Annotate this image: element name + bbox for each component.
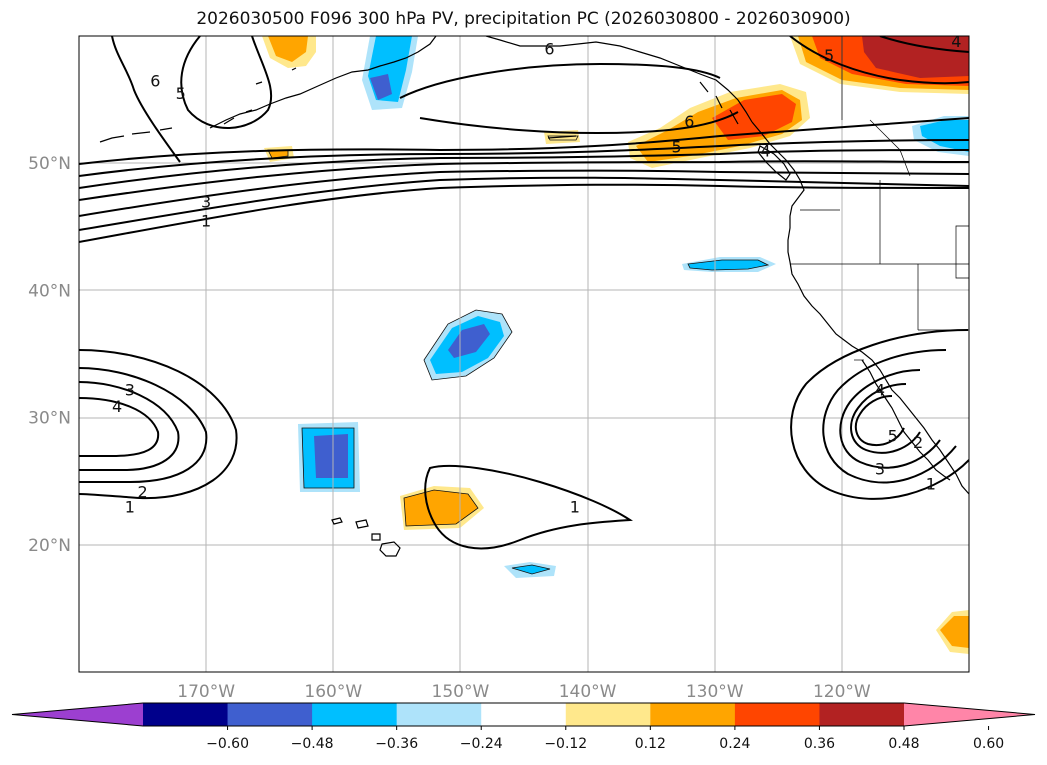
pv-contour-label: 6 [150, 72, 160, 91]
colorbar-outline [11, 702, 1036, 727]
pv-contour-label: 5 [671, 138, 681, 157]
longitude-ticks: 170°W 160°W 150°W 140°W 130°W 120°W [177, 682, 871, 702]
colorbar-segment [227, 703, 313, 726]
pv-contour-label: 1 [125, 498, 135, 517]
pv-contour-label: 1 [926, 475, 936, 494]
precip-negative-area [688, 260, 768, 270]
colorbar-segment [734, 703, 820, 726]
precip-negative-area [314, 434, 348, 478]
precip-negative-area [920, 120, 969, 152]
colorbar-tick-label: 0.60 [973, 736, 1004, 752]
colorbar: −0.60 −0.48 −0.36 −0.24 −0.12 0.12 0.24 0.36 0.4… [11, 702, 1036, 752]
lon-tick-label: 150°W [432, 682, 490, 702]
precip-positive-area [268, 36, 308, 62]
pv-contour-label: 2 [913, 433, 923, 452]
colorbar-tick-label: 0.12 [635, 736, 666, 752]
colorbar-tick-label: −0.24 [460, 736, 503, 752]
pv-contour-label: 1 [570, 498, 580, 517]
lat-tick-label: 40°N [28, 281, 71, 301]
pv-contour-label: 2 [137, 482, 147, 501]
pv-contour-label: 6 [684, 112, 694, 131]
colorbar-tick-label: −0.12 [544, 736, 587, 752]
pv-contour-label: 5 [888, 426, 898, 445]
colorbar-segment [819, 703, 905, 726]
colorbar-tick-label: −0.36 [375, 736, 418, 752]
colorbar-segment [143, 703, 229, 726]
pv-contour-label: 4 [951, 32, 961, 51]
precip-positive-area [940, 616, 969, 648]
precip-negative-area [448, 324, 490, 358]
pv-contour-label: 6 [544, 40, 554, 59]
colorbar-extend-high [904, 703, 1035, 726]
precip-negative-area [370, 74, 392, 100]
colorbar-segment [565, 703, 651, 726]
lat-tick-label: 20°N [28, 536, 71, 556]
lat-tick-label: 30°N [28, 409, 71, 429]
colorbar-segment [481, 703, 567, 726]
pv-contour-label: 5 [824, 46, 834, 65]
map-title: 2026030500 F096 300 hPa PV, precipitatio… [196, 9, 851, 29]
colorbar-segment [312, 703, 398, 726]
precip-positive-area [268, 150, 288, 158]
pv-contour-label: 4 [112, 397, 122, 416]
colorbar-tick-label: 0.24 [719, 736, 750, 752]
lat-tick-label: 50°N [28, 154, 71, 174]
lon-tick-label: 160°W [304, 682, 362, 702]
precip-shading [262, 36, 969, 654]
colorbar-segment [650, 703, 736, 726]
precip-positive-area [712, 94, 796, 140]
colorbar-tick-label: 0.36 [804, 736, 835, 752]
lon-tick-label: 120°W [813, 682, 871, 702]
pv-contour-label: 3 [875, 459, 885, 478]
pv-contour-label: 5 [176, 84, 186, 103]
lon-tick-label: 170°W [177, 682, 235, 702]
pv-contour-label: 3 [201, 192, 211, 211]
map-frame [78, 35, 970, 673]
colorbar-tick-label: 0.48 [888, 736, 919, 752]
colorbar-extend-low [12, 703, 143, 726]
pv-contour-label: 4 [760, 141, 770, 160]
colorbar-tick-label: −0.48 [291, 736, 334, 752]
lon-tick-label: 130°W [686, 682, 744, 702]
precip-outlines [267, 135, 770, 575]
coastlines [99, 36, 969, 557]
precip-positive-area [862, 36, 969, 78]
pv-contour-label: 4 [875, 381, 885, 400]
pv-contour-label: 3 [125, 381, 135, 400]
colorbar-tick-label: −0.60 [206, 736, 249, 752]
colorbar-segment [396, 703, 482, 726]
pv-contours [79, 36, 969, 550]
latitude-ticks: 20°N 30°N 40°N 50°N [28, 154, 71, 556]
lon-tick-label: 140°W [559, 682, 617, 702]
pv-contour-label: 1 [201, 211, 211, 230]
